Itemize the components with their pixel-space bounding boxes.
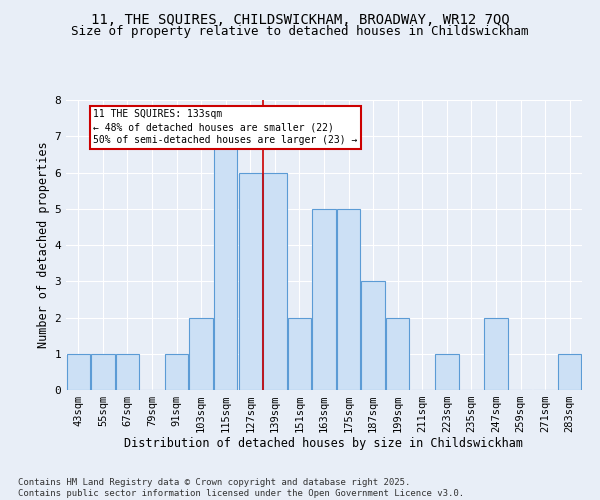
Text: Size of property relative to detached houses in Childswickham: Size of property relative to detached ho… [71,25,529,38]
Bar [239,172,262,390]
Text: 11, THE SQUIRES, CHILDSWICKHAM, BROADWAY, WR12 7QQ: 11, THE SQUIRES, CHILDSWICKHAM, BROADWAY… [91,12,509,26]
Bar [484,318,508,390]
Bar [263,172,287,390]
Bar [91,354,115,390]
Text: 11 THE SQUIRES: 133sqm
← 48% of detached houses are smaller (22)
50% of semi-det: 11 THE SQUIRES: 133sqm ← 48% of detached… [93,109,358,146]
Bar [165,354,188,390]
Bar [67,354,90,390]
Bar [190,318,213,390]
Y-axis label: Number of detached properties: Number of detached properties [37,142,50,348]
Bar [214,136,238,390]
Bar [435,354,458,390]
Bar [288,318,311,390]
Bar [313,209,335,390]
Text: Contains HM Land Registry data © Crown copyright and database right 2025.
Contai: Contains HM Land Registry data © Crown c… [18,478,464,498]
Bar [386,318,409,390]
Bar [116,354,139,390]
Bar [558,354,581,390]
Bar [337,209,360,390]
X-axis label: Distribution of detached houses by size in Childswickham: Distribution of detached houses by size … [125,436,523,450]
Bar [361,281,385,390]
